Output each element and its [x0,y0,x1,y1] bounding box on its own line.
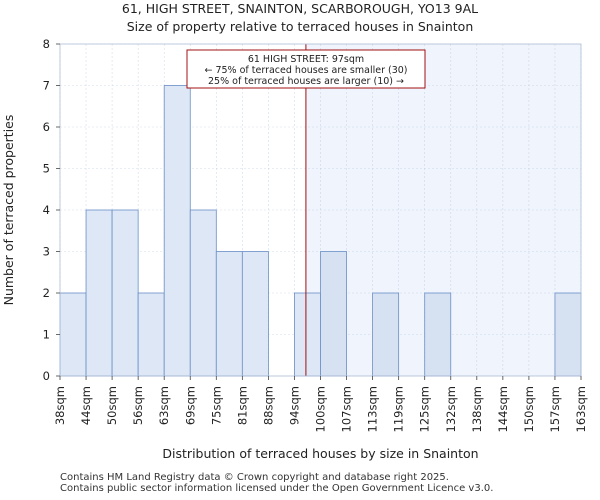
x-tick-label: 100sqm [314,386,328,432]
y-tick-label: 1 [43,328,50,342]
x-tick-label: 157sqm [548,386,562,432]
x-tick-label: 138sqm [470,386,484,432]
x-tick-label: 163sqm [574,386,588,432]
y-tick-label: 4 [43,203,50,217]
chart-subtitle: Size of property relative to terraced ho… [126,19,474,34]
x-tick-label: 75sqm [209,386,223,425]
bar-81sqm [241,251,269,377]
bar-113sqm [372,292,400,377]
bar-157sqm [554,292,582,377]
x-tick-label: 125sqm [418,386,432,432]
y-tick-label: 2 [43,286,50,300]
x-tick-label: 81sqm [235,386,249,425]
bar-44sqm [85,209,113,377]
x-tick-label: 44sqm [79,386,93,425]
bar-38sqm [59,292,87,377]
y-tick-label: 7 [43,79,50,93]
y-tick-label: 6 [43,120,50,134]
bar-63sqm [163,85,191,377]
y-tick-label: 3 [43,245,50,259]
y-tick-label: 8 [43,37,50,51]
y-axis-ticks: 0 1 2 3 4 5 6 7 8 [43,37,60,383]
x-tick-label: 132sqm [444,386,458,432]
x-tick-label: 113sqm [366,386,380,432]
bar-100sqm [320,251,347,377]
x-tick-label: 150sqm [522,386,536,432]
chart-title: 61, HIGH STREET, SNAINTON, SCARBOROUGH, … [121,1,479,16]
histogram-chart: 0 1 2 3 4 5 6 7 8 38sqm 44sqm 50sqm 56sqm 63sqm 69sqm… [1,37,588,461]
x-tick-label: 38sqm [53,386,67,425]
bar-75sqm [215,251,243,377]
x-tick-label: 69sqm [183,386,197,425]
x-tick-label: 56sqm [131,386,145,425]
annotation-box: 61 HIGH STREET: 97sqm ← 75% of terraced … [186,49,426,89]
y-tick-label: 5 [43,162,50,176]
x-tick-label: 94sqm [287,386,301,425]
bars [59,85,582,377]
annotation-line-2: ← 75% of terraced houses are smaller (30… [204,65,407,76]
bar-50sqm [111,209,139,377]
x-axis-ticks: 38sqm 44sqm 50sqm 56sqm 63sqm 69sqm 75sqm 81sqm… [53,376,588,432]
x-tick-label: 119sqm [392,386,406,432]
x-tick-label: 63sqm [157,386,171,425]
annotation-line-1: 61 HIGH STREET: 97sqm [248,54,364,65]
x-axis-label: Distribution of terraced houses by size … [162,446,478,461]
x-tick-label: 50sqm [105,386,119,425]
bar-94sqm [294,292,321,377]
footer-line-1: Contains HM Land Registry data © Crown c… [60,472,449,483]
footer-line-2: Contains public sector information licen… [60,483,494,494]
x-tick-label: 107sqm [340,386,354,432]
bar-69sqm [189,209,217,377]
x-tick-label: 88sqm [261,386,275,425]
bar-56sqm [137,292,165,377]
x-tick-label: 144sqm [496,386,510,432]
bar-125sqm [424,292,452,377]
y-axis-label: Number of terraced properties [1,115,16,306]
y-tick-label: 0 [43,369,50,383]
annotation-rect [186,49,426,89]
annotation-line-3: 25% of terraced houses are larger (10) → [208,76,404,87]
